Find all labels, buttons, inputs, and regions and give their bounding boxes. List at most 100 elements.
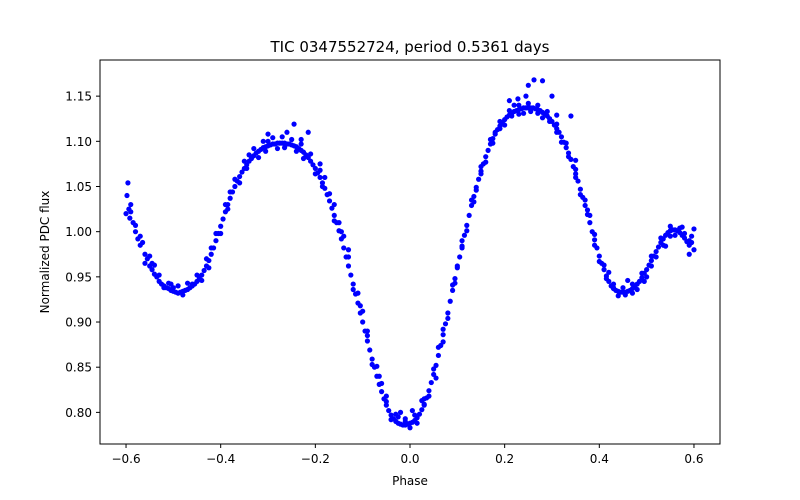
data-point xyxy=(667,233,673,239)
data-point xyxy=(175,283,181,289)
data-point xyxy=(386,407,392,414)
data-point xyxy=(539,115,546,121)
data-point xyxy=(596,253,602,259)
data-point xyxy=(506,98,512,104)
data-point xyxy=(156,272,162,278)
data-point xyxy=(265,138,271,144)
data-point xyxy=(639,270,645,276)
data-point xyxy=(336,220,342,226)
data-point xyxy=(260,138,266,144)
data-point xyxy=(388,417,394,423)
data-point xyxy=(199,277,205,284)
data-point xyxy=(124,192,130,199)
data-point xyxy=(208,245,214,251)
data-point xyxy=(128,201,134,208)
data-point xyxy=(601,267,607,273)
x-axis-ticks: −0.6 −0.4 −0.2 0.0 0.2 0.4 0.6 xyxy=(111,444,704,466)
data-point xyxy=(322,174,328,181)
data-point xyxy=(227,189,233,195)
data-point xyxy=(490,140,496,146)
data-point xyxy=(345,254,352,260)
data-point xyxy=(440,339,446,345)
data-point xyxy=(535,102,541,108)
data-point xyxy=(364,338,370,344)
data-point xyxy=(419,407,425,413)
data-point xyxy=(149,260,155,266)
data-point xyxy=(464,228,470,234)
data-point xyxy=(558,139,565,145)
data-point xyxy=(383,402,389,408)
data-point xyxy=(686,251,692,257)
data-point xyxy=(402,418,408,425)
data-point xyxy=(634,286,640,293)
x-tick-label: −0.6 xyxy=(111,452,140,466)
data-point xyxy=(142,251,148,257)
data-point xyxy=(615,293,621,299)
data-point xyxy=(300,155,307,162)
data-point xyxy=(459,238,465,244)
data-point xyxy=(655,244,662,250)
data-point xyxy=(539,78,546,84)
data-point xyxy=(407,425,413,431)
data-point xyxy=(440,326,446,332)
data-point xyxy=(137,233,143,239)
data-point xyxy=(549,93,555,99)
data-point xyxy=(369,361,375,368)
data-point xyxy=(452,280,458,286)
data-point xyxy=(364,332,370,339)
data-point xyxy=(573,166,579,172)
data-point xyxy=(492,129,498,135)
data-point xyxy=(509,113,515,119)
data-point xyxy=(587,212,593,219)
data-point xyxy=(187,285,193,291)
data-point xyxy=(376,373,382,379)
data-point xyxy=(419,398,425,404)
data-point xyxy=(140,239,146,246)
data-point xyxy=(127,215,133,221)
data-point xyxy=(672,232,678,238)
data-point xyxy=(225,206,231,212)
data-point xyxy=(199,272,205,278)
data-point xyxy=(431,366,437,372)
data-point xyxy=(409,407,415,414)
data-point xyxy=(291,121,297,127)
data-point xyxy=(341,245,347,251)
data-point xyxy=(629,281,636,287)
data-point xyxy=(660,242,666,248)
data-point xyxy=(565,154,572,160)
data-point xyxy=(667,223,673,229)
y-tick-label: 1.15 xyxy=(65,90,92,104)
data-point xyxy=(603,276,610,282)
data-point xyxy=(168,281,174,287)
plot-frame xyxy=(99,59,721,445)
data-point xyxy=(208,251,214,257)
data-point xyxy=(125,180,131,186)
data-point xyxy=(596,258,602,265)
data-point xyxy=(326,191,333,197)
x-tick-label: 0.0 xyxy=(400,452,419,466)
data-point xyxy=(620,285,626,291)
data-point xyxy=(447,298,453,304)
data-point xyxy=(440,332,446,338)
data-point xyxy=(476,176,482,182)
data-point xyxy=(478,171,484,177)
data-point xyxy=(218,223,224,229)
data-point xyxy=(516,111,522,117)
data-point xyxy=(132,222,139,228)
data-point xyxy=(554,112,560,118)
data-point xyxy=(395,414,401,420)
data-point xyxy=(237,173,243,180)
data-point xyxy=(644,274,650,280)
data-point xyxy=(461,232,468,238)
data-point xyxy=(450,287,456,293)
y-tick-label: 1.05 xyxy=(65,180,92,194)
data-point xyxy=(473,187,479,193)
data-point xyxy=(383,393,389,399)
data-point xyxy=(317,167,323,173)
data-point xyxy=(263,148,269,154)
data-point xyxy=(525,82,531,88)
data-point xyxy=(201,267,207,274)
data-point xyxy=(535,110,541,116)
data-point xyxy=(350,281,356,287)
data-point xyxy=(367,347,373,353)
